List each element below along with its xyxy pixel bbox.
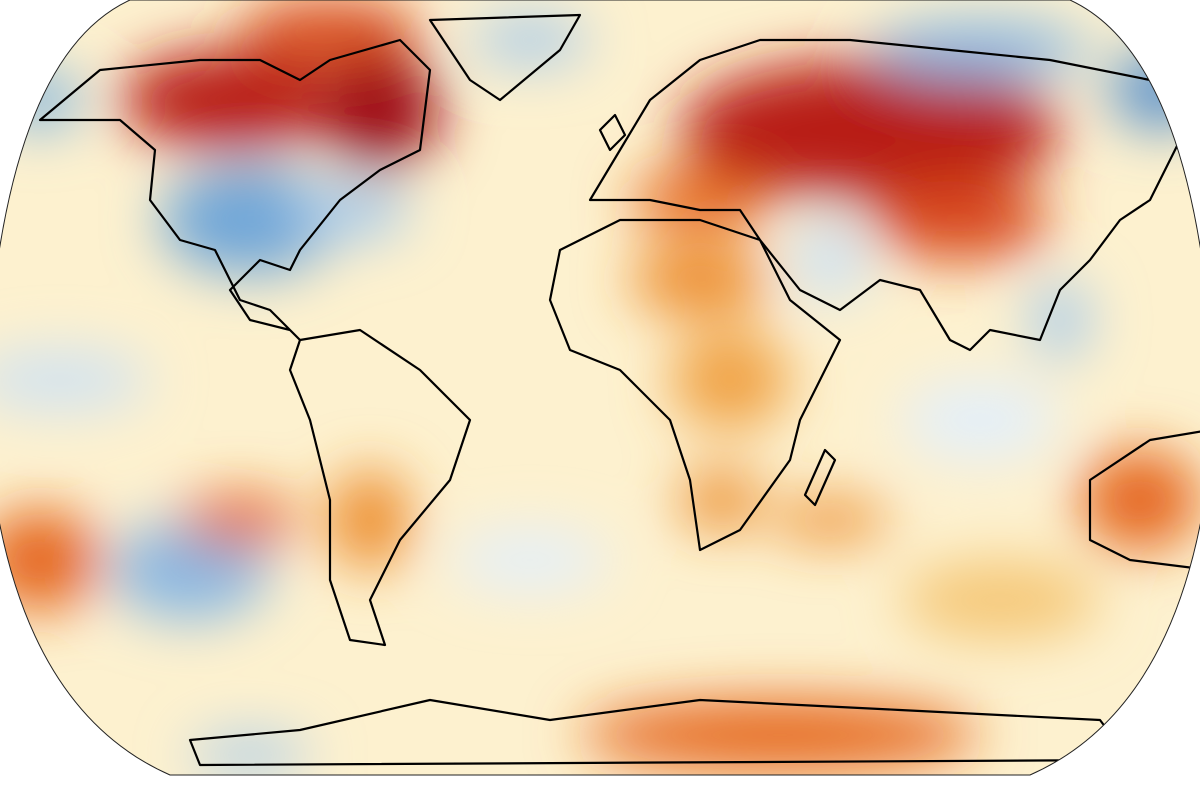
cold-anomaly xyxy=(290,180,410,240)
eurasia xyxy=(588,38,1182,352)
south-america xyxy=(288,328,472,647)
warm-anomaly xyxy=(680,470,760,530)
antarctica xyxy=(188,698,1132,767)
warm-anomaly xyxy=(120,50,340,150)
cold-anomaly xyxy=(790,220,870,300)
warm-anomaly xyxy=(870,180,1050,260)
warm-anomaly xyxy=(330,470,410,570)
warm-anomaly xyxy=(670,330,790,430)
australia xyxy=(1088,428,1200,572)
cold-anomaly xyxy=(900,380,1060,460)
cold-anomaly xyxy=(450,530,610,590)
warm-anomaly xyxy=(900,560,1100,640)
cold-anomaly xyxy=(470,15,590,65)
cold-anomaly xyxy=(110,520,270,620)
north-america xyxy=(38,38,432,342)
warm-anomaly xyxy=(680,60,1060,200)
greenland xyxy=(428,13,582,102)
map-frame xyxy=(0,0,1200,776)
warm-anomaly xyxy=(770,500,890,540)
cold-anomaly xyxy=(870,20,1090,80)
warm-anomaly xyxy=(1080,450,1200,550)
warm-anomaly xyxy=(630,245,770,315)
britain xyxy=(598,113,627,152)
warm-anomaly xyxy=(580,700,980,770)
africa xyxy=(548,218,842,552)
warm-anomaly xyxy=(630,170,770,230)
warm-anomaly xyxy=(320,50,440,170)
madagascar xyxy=(803,448,837,507)
coastlines xyxy=(38,13,1200,767)
cold-anomaly xyxy=(190,735,310,775)
warm-anomaly xyxy=(240,0,420,60)
cold-anomaly xyxy=(0,350,150,410)
warm-anomaly xyxy=(180,495,300,545)
cold-anomaly xyxy=(1030,280,1090,360)
